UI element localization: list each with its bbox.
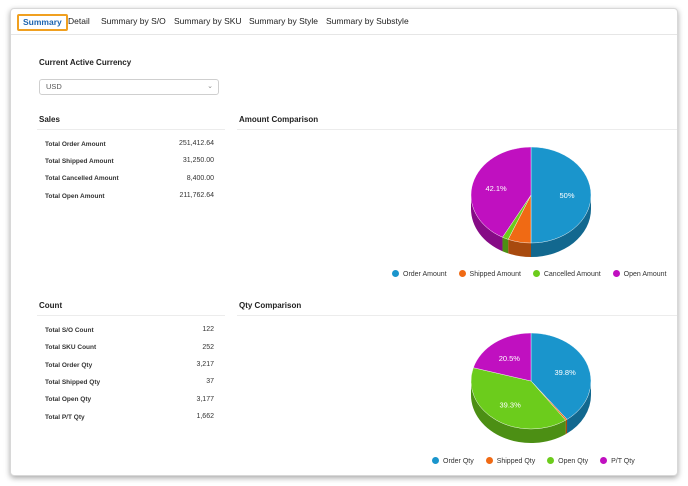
orange-dot-icon: [485, 457, 493, 464]
count-row-value: 37: [206, 378, 214, 385]
legend-item-cancelled-amount[interactable]: Cancelled Amount: [532, 270, 601, 278]
tab-summary-by-sku[interactable]: Summary by SKU: [174, 16, 242, 26]
amount-chart-divider: [237, 129, 677, 130]
legend-label: Shipped Qty: [496, 458, 536, 465]
qty-slice-side: [567, 381, 591, 434]
legend-item-order-amount[interactable]: Order Amount: [392, 270, 447, 278]
tab-bar: Summary Detail Summary by S/O Summary by…: [11, 9, 677, 35]
amount-slice-open-amount[interactable]: [470, 146, 532, 238]
count-row-label: Total S/O Count: [45, 327, 94, 334]
count-title: Count: [39, 301, 63, 310]
legend-item-open-qty[interactable]: Open Qty: [547, 457, 588, 465]
chevron-down-icon: ⌄: [207, 83, 213, 90]
currency-select[interactable]: USD ⌄: [39, 79, 219, 95]
legend-label: P/T Qty: [611, 458, 635, 465]
blue-dot-icon: [432, 457, 439, 464]
blue-dot-icon: [392, 270, 399, 277]
qty-slice-side: [471, 381, 566, 443]
currency-title: Current Active Currency: [39, 58, 132, 67]
legend-label: Open Amount: [623, 271, 667, 278]
count-row-label: Total Open Qty: [45, 396, 92, 403]
sales-row-value: 8,400.00: [186, 175, 214, 182]
amount-legend: Order Amount Shipped Amount Cancelled Am…: [392, 270, 676, 278]
qty-slice-p-t-qty[interactable]: [473, 332, 532, 382]
orange-dot-icon: [458, 270, 466, 277]
sales-row-label: Total Open Amount: [45, 193, 105, 200]
tab-detail[interactable]: Detail: [68, 16, 90, 26]
legend-item-shipped-qty[interactable]: Shipped Qty: [485, 457, 536, 465]
amount-slice-side: [508, 239, 531, 257]
count-divider: [37, 315, 225, 316]
amount-pie-chart: 50% 42.1%: [470, 146, 592, 257]
count-row-value: 3,217: [196, 361, 214, 368]
count-row-label: Total Shipped Qty: [45, 379, 101, 386]
count-row-value: 1,662: [196, 413, 214, 420]
qty-chart-title: Qty Comparison: [239, 301, 302, 310]
legend-label: Cancelled Amount: [543, 271, 601, 278]
magenta-dot-icon: [612, 270, 620, 277]
amount-slice-label: 42.1%: [485, 184, 507, 193]
legend-item-open-amount[interactable]: Open Amount: [612, 270, 667, 278]
amount-slice-label: 50%: [559, 191, 574, 200]
qty-slice-open-qty[interactable]: [470, 367, 566, 430]
legend-label: Order Amount: [403, 271, 447, 278]
sales-row-label: Total Order Amount: [45, 141, 106, 148]
legend-label: Open Qty: [558, 458, 589, 465]
qty-slice-label: 39.3%: [500, 400, 522, 409]
qty-pie-chart: 39.8% 39.3% 20.5%: [470, 332, 592, 443]
qty-legend: Order Qty Shipped Qty Open Qty P/T Qty: [432, 457, 645, 465]
sales-row-label: Total Cancelled Amount: [45, 175, 119, 182]
count-row-value: 122: [202, 326, 214, 333]
sales-row-label: Total Shipped Amount: [45, 158, 114, 165]
count-row-value: 252: [202, 344, 214, 351]
legend-item-shipped-amount[interactable]: Shipped Amount: [458, 270, 521, 278]
legend-item-pt-qty[interactable]: P/T Qty: [600, 457, 635, 465]
sales-row-value: 251,412.64: [178, 140, 214, 147]
amount-slice-side: [471, 195, 503, 252]
tab-summary-by-style[interactable]: Summary by Style: [249, 16, 318, 26]
amount-slice-side: [502, 237, 509, 254]
amount-slice-order-amount[interactable]: [530, 146, 592, 244]
amount-chart-title: Amount Comparison: [239, 115, 319, 124]
sales-row-value: 211,762.64: [179, 192, 214, 199]
legend-label: Shipped Amount: [469, 271, 521, 278]
sales-divider: [37, 129, 225, 130]
currency-selected-value: USD: [46, 82, 62, 91]
qty-slice-label: 20.5%: [499, 354, 521, 363]
sales-title: Sales: [39, 115, 60, 124]
qty-slice-label: 39.8%: [555, 368, 577, 377]
count-row-label: Total Order Qty: [45, 362, 93, 369]
qty-slice-order-qty[interactable]: [530, 332, 592, 420]
qty-slice-side: [565, 419, 568, 435]
tab-summary-by-so[interactable]: Summary by S/O: [101, 16, 166, 26]
green-dot-icon: [532, 270, 540, 277]
green-dot-icon: [547, 457, 555, 464]
qty-chart-divider: [237, 315, 677, 316]
magenta-dot-icon: [600, 457, 608, 464]
tab-summary-by-substyle[interactable]: Summary by Substyle: [326, 16, 409, 26]
app-window: Summary Detail Summary by S/O Summary by…: [10, 8, 678, 476]
legend-item-order-qty[interactable]: Order Qty: [432, 457, 474, 465]
count-row-label: Total P/T Qty: [45, 414, 85, 421]
count-row-label: Total SKU Count: [45, 344, 97, 351]
legend-label: Order Qty: [443, 458, 474, 465]
tab-summary[interactable]: Summary: [17, 14, 68, 31]
count-row-value: 3,177: [196, 396, 214, 403]
sales-row-value: 31,250.00: [182, 157, 214, 164]
